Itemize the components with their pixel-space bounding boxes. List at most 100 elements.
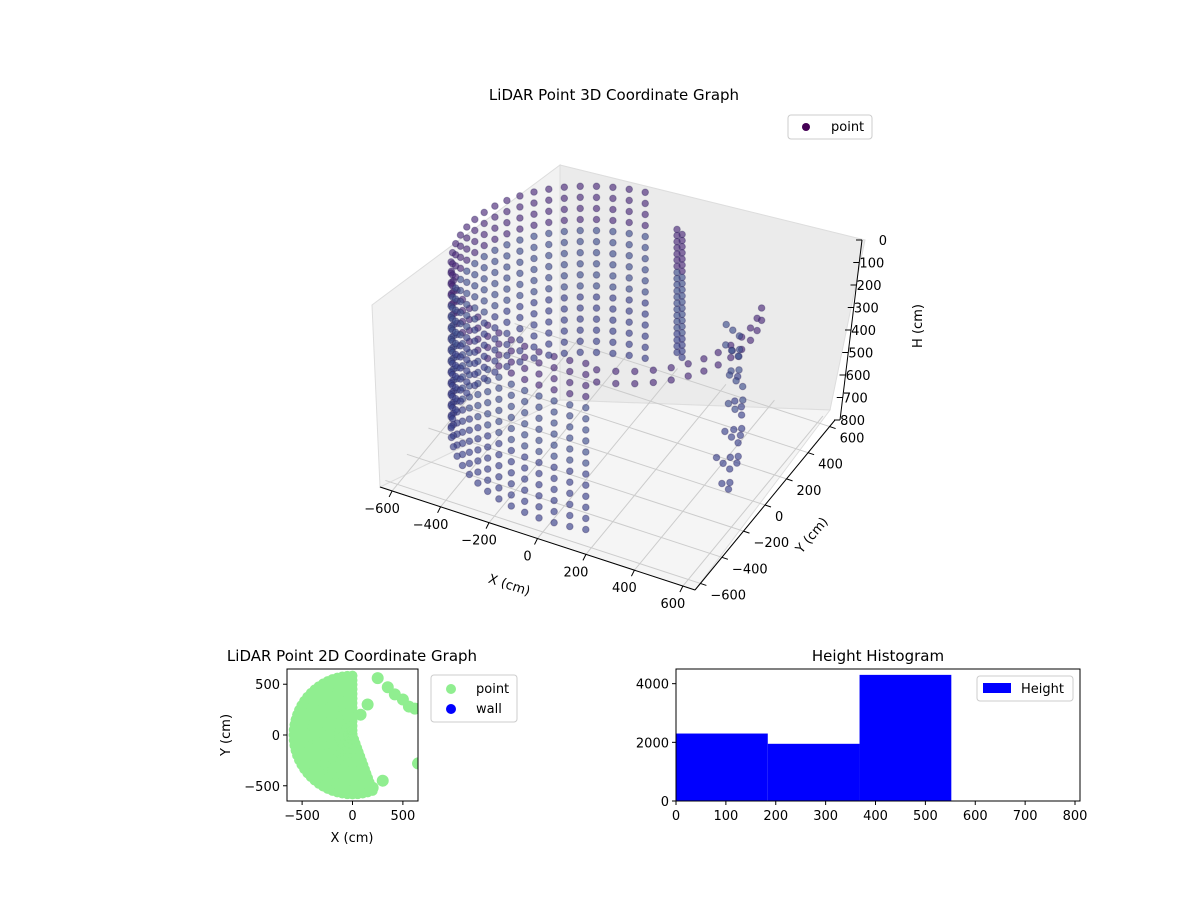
data-point-3d: [649, 378, 658, 387]
data-point-3d: [474, 401, 482, 410]
data-point-3d: [535, 370, 543, 378]
data-point-3d: [495, 417, 503, 426]
data-point-3d: [516, 280, 524, 289]
data-point-3d: [673, 348, 681, 357]
data-point-3d: [516, 336, 524, 344]
data-point-3d: [673, 317, 681, 326]
data-point-3d: [480, 352, 489, 361]
data-point-3d: [550, 496, 558, 505]
y-tick-label-hist: 4000: [636, 678, 669, 693]
data-point-3d: [609, 305, 617, 313]
data-point-3d: [609, 349, 617, 358]
data-point-3d: [471, 304, 479, 312]
data-point-3d: [507, 491, 516, 499]
data-point-3d: [753, 326, 761, 335]
data-point-3d: [516, 358, 524, 366]
data-point-3d: [530, 343, 538, 351]
data-point-3d: [545, 262, 553, 271]
grid-line-y: [492, 349, 809, 454]
y-tick-mark: [807, 452, 815, 456]
data-point-3d: [576, 260, 585, 268]
data-point-3d: [520, 486, 529, 495]
data-point-3d: [530, 221, 538, 230]
data-point-3d: [592, 378, 601, 386]
data-point-3d: [566, 456, 574, 464]
data-point-3d: [503, 207, 511, 216]
data-point-3d: [495, 351, 503, 359]
data-point-3d: [625, 351, 634, 360]
data-point-3d: [447, 424, 455, 432]
data-point-3d: [576, 282, 585, 290]
data-point-3d: [582, 514, 590, 523]
data-point-3d: [612, 367, 620, 376]
data-point-3d: [582, 459, 590, 467]
grid-line-y: [449, 401, 766, 506]
data-point-3d: [550, 419, 558, 427]
data-point-3d: [463, 245, 471, 253]
data-point-3d: [592, 193, 601, 202]
data-point-3d: [520, 375, 529, 384]
data-point-3d: [465, 404, 474, 412]
data-point-3d: [535, 447, 543, 456]
data-point-3d: [463, 367, 471, 375]
x-tick-label-hist: 100: [713, 809, 738, 824]
data-point-3d: [641, 232, 650, 241]
data-point-3d: [576, 204, 585, 213]
data-point-3d: [641, 199, 650, 208]
data-point-3d: [483, 465, 492, 473]
data-point-3d: [530, 254, 538, 263]
data-point-3d: [757, 316, 766, 325]
data-point-3d: [463, 289, 471, 298]
data-point-3d: [576, 215, 585, 224]
data-point-3d: [495, 406, 503, 415]
data-point-3d: [722, 320, 731, 329]
data-point-3d: [463, 234, 471, 242]
data-point-3d: [625, 207, 634, 216]
legend-histogram-swatch: [983, 683, 1011, 693]
x-tick-label: 400: [612, 581, 637, 596]
data-point-3d: [530, 199, 538, 207]
data-point-3d: [582, 470, 590, 478]
data-point-3d: [491, 224, 499, 232]
data-point-3d: [684, 372, 693, 380]
x-tick-mark: [437, 506, 442, 514]
x-tick-label: −200: [461, 534, 497, 549]
data-point-3d: [471, 248, 479, 257]
data-point-3d: [550, 386, 558, 394]
data-point-3d: [463, 333, 471, 342]
data-point-3d: [757, 304, 766, 312]
data-point-3d: [465, 426, 474, 435]
data-point-3d: [560, 305, 569, 313]
data-point-3d: [503, 241, 511, 249]
data-point-3d: [566, 389, 574, 398]
data-point-3d: [673, 231, 681, 240]
data-point-3d: [560, 194, 569, 203]
data-point-3d: [560, 183, 569, 191]
data-point-3d: [507, 391, 516, 400]
data-point-3d: [491, 268, 499, 277]
data-point-3d: [491, 246, 499, 255]
z-axis-label-3d: H (cm): [911, 304, 926, 348]
data-point-3d: [471, 359, 479, 368]
data-point-3d: [592, 366, 601, 374]
data-point-3d: [582, 492, 590, 501]
data-point-3d: [480, 230, 489, 239]
data-point-3d: [641, 188, 650, 197]
chart-3d-title: LiDAR Point 3D Coordinate Graph: [489, 86, 739, 104]
data-point-3d: [535, 436, 543, 445]
data-point-2d: [361, 698, 374, 711]
x-axis-label-2d: X (cm): [331, 831, 374, 846]
y-tick-label: 600: [840, 432, 865, 447]
chart-2d: LiDAR Point 2D Coordinate Graph −500 0 500…: [219, 647, 518, 846]
data-point-3d: [471, 270, 479, 279]
data-point-3d: [520, 464, 529, 472]
data-point-3d: [566, 511, 574, 520]
data-point-3d: [480, 374, 489, 383]
data-point-3d: [471, 348, 479, 357]
data-point-3d: [516, 269, 524, 278]
data-point-3d: [700, 367, 708, 375]
data-point-3d: [480, 330, 489, 338]
data-point-3d: [491, 213, 499, 221]
data-point-3d: [545, 285, 553, 293]
data-point-3d: [545, 218, 553, 227]
